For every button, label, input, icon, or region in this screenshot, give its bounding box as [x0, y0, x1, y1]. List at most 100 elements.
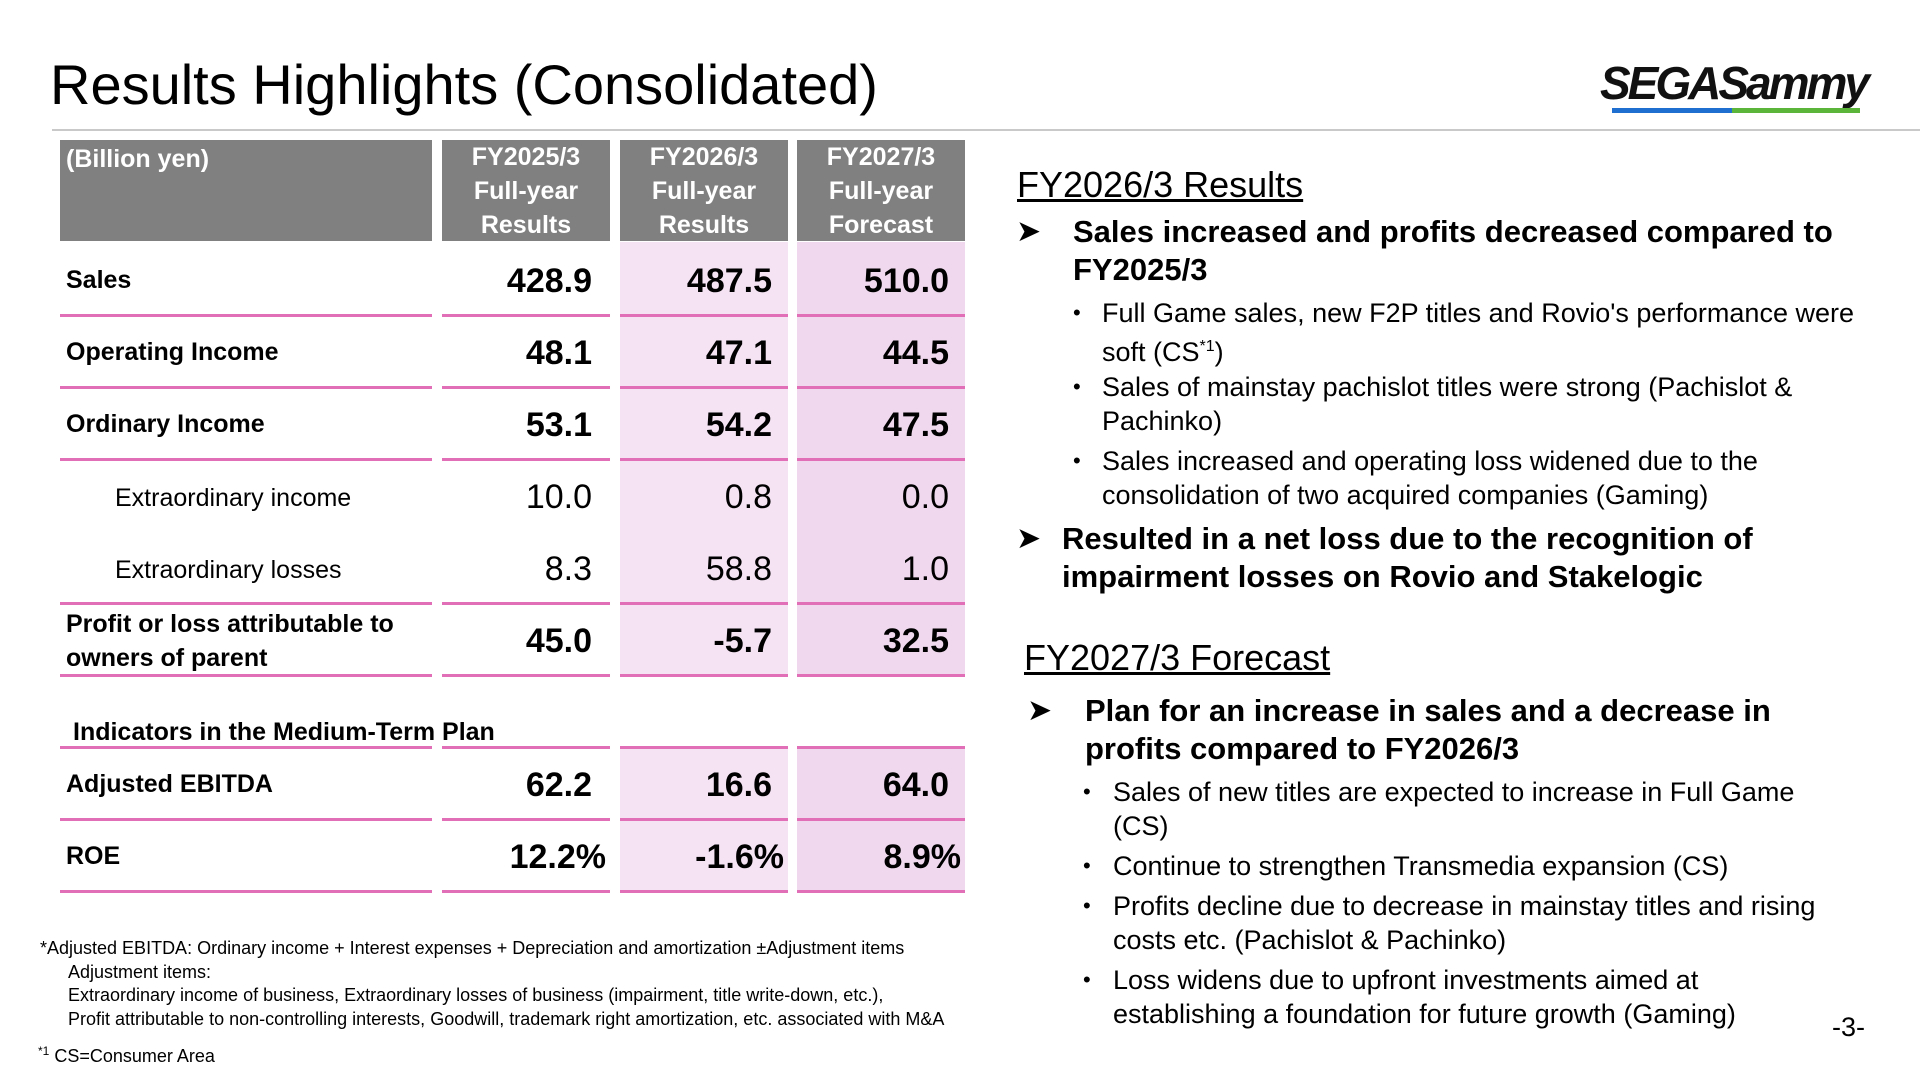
footnote-adjustment-items: Adjustment items: [68, 962, 212, 982]
bullet-dot-icon: • [1083, 853, 1091, 878]
table-cell: -1.6% [695, 838, 784, 876]
unit-label: (Billion yen) [66, 145, 210, 173]
arrow-bullet-icon: ➤ [1016, 215, 1042, 248]
table-cell: 12.2% [509, 838, 606, 876]
row-divider [60, 674, 432, 677]
row-divider [442, 602, 610, 605]
bullet-dot-icon: • [1073, 374, 1081, 399]
row-divider [620, 458, 788, 461]
row-label-ordinary-income: Ordinary Income [66, 410, 265, 438]
arrow-bullet-icon: ➤ [1016, 522, 1042, 555]
row-divider [620, 818, 788, 821]
bullet-dot-icon: • [1083, 779, 1091, 804]
table-cell: 16.6 [705, 766, 772, 804]
column-header-line: Results [658, 211, 750, 239]
forecast-bullet3: Profits decline due to decrease in mains… [1113, 891, 1816, 955]
row-divider [442, 818, 610, 821]
row-label-operating-income: Operating Income [66, 338, 279, 366]
forecast-bullet1: Sales of new titles are expected to incr… [1113, 777, 1795, 841]
bullet-dot-icon: • [1073, 300, 1081, 325]
row-divider [442, 386, 610, 389]
footnote-cs-text: CS=Consumer Area [54, 1046, 215, 1066]
logo-wordmark: SEGASammy [1600, 57, 1870, 109]
results-bullet1-close: ) [1214, 337, 1224, 367]
footnote-cs-mark: *1 [38, 1044, 50, 1058]
row-divider [60, 890, 432, 893]
arrow-bullet-icon: ➤ [1027, 694, 1053, 727]
logo-blue-bar [1612, 108, 1732, 113]
row-divider [620, 674, 788, 677]
title-divider [52, 129, 1920, 131]
row-divider [60, 602, 432, 605]
table-cell: 47.5 [882, 406, 949, 444]
table-cell: 58.8 [705, 550, 772, 588]
table-cell: 0.0 [901, 478, 949, 516]
table-cell: 0.8 [724, 478, 772, 516]
table-cell: 45.0 [525, 622, 592, 660]
results-point1: Sales increased and profits decreased co… [1073, 214, 1833, 287]
unit-header: (Billion yen) [60, 140, 432, 241]
column-header-line: Full-year [473, 177, 579, 205]
row-divider [620, 386, 788, 389]
column-header-line: FY2025/3 [471, 143, 581, 171]
table-cell: 487.5 [686, 262, 772, 300]
column-header-line: Results [480, 211, 572, 239]
table-cell: 62.2 [525, 766, 592, 804]
table-cell: 53.1 [525, 406, 592, 444]
table-cell: 48.1 [525, 334, 592, 372]
column-header-line: Forecast [828, 211, 934, 239]
results-bullet1: Full Game sales, new F2P titles and Rovi… [1102, 296, 1902, 369]
forecast-heading: FY2027/3 Forecast [1024, 637, 1331, 678]
row-divider [60, 746, 432, 749]
bullet-dot-icon: • [1083, 967, 1091, 992]
row-divider [620, 746, 788, 749]
column-header-line: Full-year [651, 177, 757, 205]
row-divider [60, 818, 432, 821]
results-point2: Resulted in a net loss due to the recogn… [1062, 521, 1753, 594]
page-title: Results Highlights (Consolidated) [50, 53, 878, 116]
row-divider [442, 674, 610, 677]
row-label-roe: ROE [66, 842, 121, 870]
table-cell: 8.9% [883, 838, 962, 876]
page-number: -3- [1832, 1012, 1865, 1042]
table-cell: 54.2 [705, 406, 772, 444]
row-divider [797, 314, 965, 317]
row-divider [620, 602, 788, 605]
row-divider [442, 314, 610, 317]
section-label-medium-term-plan: Indicators in the Medium-Term Plan [73, 718, 495, 746]
table-cell: -5.7 [713, 622, 772, 660]
table-cell: 64.0 [882, 766, 949, 804]
table-cell: 32.5 [882, 622, 949, 660]
results-bullet3: Sales increased and operating loss widen… [1102, 446, 1758, 510]
bullet-dot-icon: • [1083, 893, 1091, 918]
footnote-cs: *1 CS=Consumer Area [38, 1039, 215, 1068]
footnote-adjustment-line1: Extraordinary income of business, Extrao… [68, 985, 884, 1005]
sega-sammy-logo: SEGASammy [1600, 57, 1870, 114]
row-label-sales: Sales [66, 266, 132, 294]
column-header-fy2027: FY2027/3 Full-year Forecast [797, 140, 965, 241]
logo-green-bar [1732, 108, 1860, 113]
table-cell: 510.0 [863, 262, 949, 300]
column-header-fy2026: FY2026/3 Full-year Results [620, 140, 788, 241]
row-label-profit-line1: Profit or loss attributable to [66, 610, 394, 638]
column-header-fy2025: FY2025/3 Full-year Results [442, 140, 610, 241]
row-divider [442, 746, 610, 749]
results-bullet2: Sales of mainstay pachislot titles were … [1102, 372, 1793, 436]
row-label-extraordinary-losses: Extraordinary losses [115, 556, 342, 584]
table-cell: 8.3 [544, 550, 592, 588]
row-label-extraordinary-income: Extraordinary income [115, 484, 352, 512]
table-cell: 47.1 [705, 334, 772, 372]
row-label-adjusted-ebitda: Adjusted EBITDA [66, 770, 273, 798]
column-header-line: FY2027/3 [826, 143, 936, 171]
results-bullet1-text: Full Game sales, new F2P titles and Rovi… [1102, 298, 1854, 367]
forecast-point1: Plan for an increase in sales and a decr… [1085, 693, 1771, 766]
row-divider [797, 818, 965, 821]
table-cell: 1.0 [901, 550, 949, 588]
column-header-line: FY2026/3 [649, 143, 759, 171]
forecast-bullet2: Continue to strengthen Transmedia expans… [1113, 851, 1729, 881]
row-divider [797, 386, 965, 389]
row-divider [60, 314, 432, 317]
row-divider [442, 458, 610, 461]
row-divider [797, 674, 965, 677]
table-cell: 44.5 [882, 334, 949, 372]
